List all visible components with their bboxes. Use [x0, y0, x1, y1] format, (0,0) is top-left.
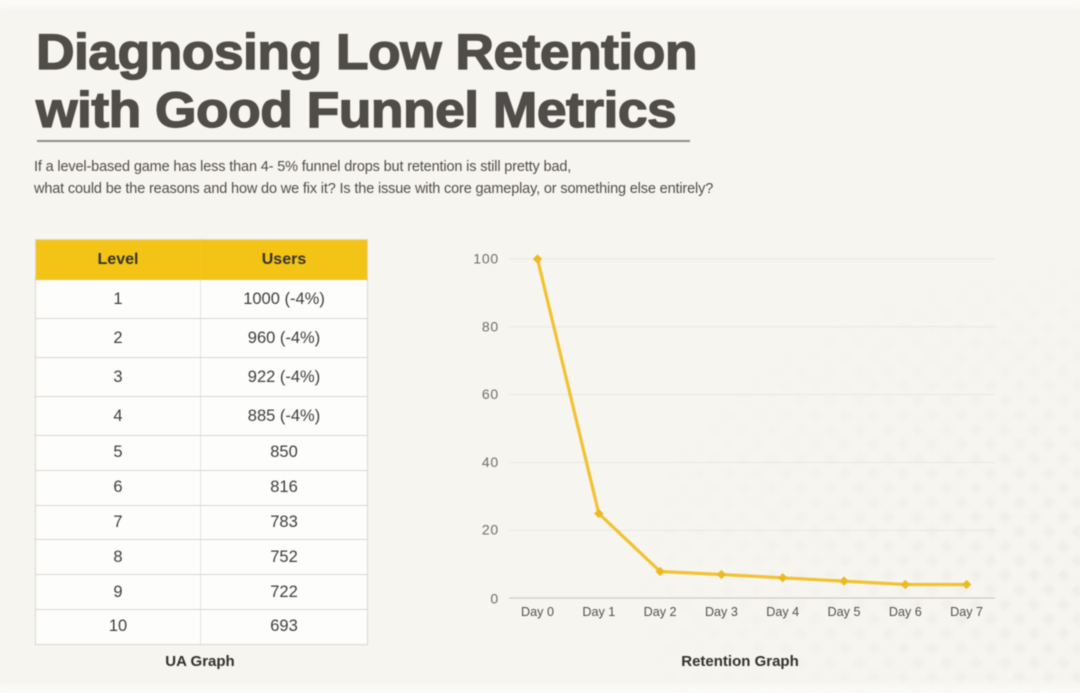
svg-text:Day 1: Day 1 [582, 605, 615, 619]
svg-text:Day 5: Day 5 [828, 605, 861, 619]
svg-text:Day 7: Day 7 [950, 605, 983, 619]
svg-text:Day 4: Day 4 [766, 605, 799, 619]
svg-text:20: 20 [482, 522, 499, 538]
svg-text:Day 3: Day 3 [705, 605, 738, 619]
svg-text:80: 80 [482, 318, 499, 334]
svg-text:0: 0 [490, 591, 499, 607]
svg-text:Day 2: Day 2 [644, 605, 677, 619]
svg-text:60: 60 [482, 386, 499, 402]
svg-text:40: 40 [482, 454, 499, 470]
svg-text:Day 0: Day 0 [521, 605, 554, 619]
svg-text:100: 100 [473, 251, 499, 267]
svg-text:Day 6: Day 6 [889, 605, 922, 619]
